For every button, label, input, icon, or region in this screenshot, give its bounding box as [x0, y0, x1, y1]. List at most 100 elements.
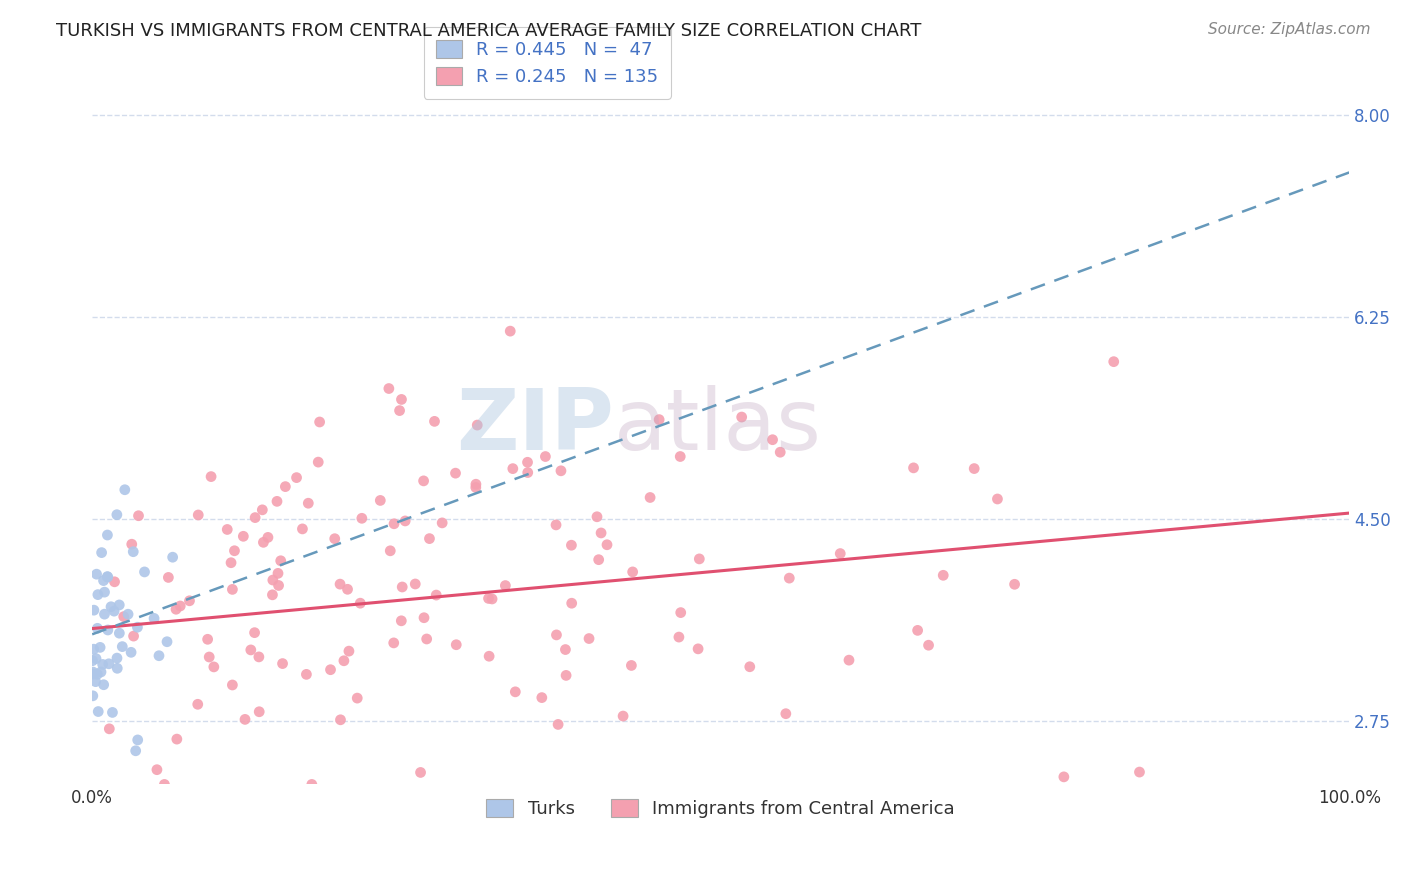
Point [412, 474, 434, 488]
Point [219, 556, 242, 570]
Point [91, 657, 114, 672]
Point [247, 705, 270, 719]
Point [252, 503, 274, 517]
Point [134, 565, 156, 579]
Point [101, 706, 124, 720]
Point [481, 591, 503, 606]
Point [146, 763, 169, 777]
Point [555, 668, 578, 682]
Point [668, 630, 690, 644]
Point [295, 667, 318, 681]
Point [731, 410, 754, 425]
Point [621, 565, 644, 579]
Point [156, 634, 179, 648]
Point [368, 493, 391, 508]
Point [82, 689, 104, 703]
Point [148, 648, 170, 663]
Point [669, 450, 692, 464]
Point [262, 588, 284, 602]
Point [187, 698, 209, 712]
Point [502, 461, 524, 475]
Point [337, 644, 360, 658]
Point [409, 765, 432, 780]
Point [200, 469, 222, 483]
Point [423, 414, 446, 428]
Point [308, 415, 330, 429]
Point [100, 599, 122, 614]
Point [112, 609, 135, 624]
Point [257, 530, 280, 544]
Legend: Turks, Immigrants from Central America: Turks, Immigrants from Central America [479, 792, 962, 825]
Point [157, 570, 180, 584]
Point [83, 667, 105, 681]
Point [271, 657, 294, 671]
Point [239, 643, 262, 657]
Point [336, 582, 359, 597]
Point [516, 466, 538, 480]
Point [105, 508, 128, 522]
Point [267, 566, 290, 581]
Point [612, 709, 634, 723]
Point [516, 455, 538, 469]
Point [108, 598, 131, 612]
Point [117, 607, 139, 622]
Point [830, 547, 852, 561]
Point [121, 537, 143, 551]
Point [105, 651, 128, 665]
Point [546, 628, 568, 642]
Point [224, 543, 246, 558]
Point [93, 585, 115, 599]
Point [243, 510, 266, 524]
Point [391, 392, 413, 407]
Point [391, 580, 413, 594]
Point [83, 642, 105, 657]
Point [267, 578, 290, 592]
Text: atlas: atlas [614, 385, 823, 468]
Point [83, 603, 105, 617]
Point [499, 324, 522, 338]
Point [554, 642, 576, 657]
Point [591, 525, 613, 540]
Point [986, 491, 1008, 506]
Point [550, 464, 572, 478]
Point [464, 477, 486, 491]
Point [544, 517, 567, 532]
Point [122, 629, 145, 643]
Point [329, 577, 352, 591]
Point [560, 538, 582, 552]
Point [963, 461, 986, 475]
Point [917, 638, 939, 652]
Point [1053, 770, 1076, 784]
Point [382, 516, 405, 531]
Point [444, 466, 467, 480]
Point [378, 382, 401, 396]
Point [769, 445, 792, 459]
Point [87, 588, 110, 602]
Point [620, 658, 643, 673]
Point [596, 538, 619, 552]
Point [478, 649, 501, 664]
Point [90, 546, 112, 560]
Point [932, 568, 955, 582]
Point [1128, 765, 1150, 780]
Point [89, 640, 111, 655]
Point [127, 733, 149, 747]
Point [907, 624, 929, 638]
Point [221, 678, 243, 692]
Point [166, 732, 188, 747]
Point [291, 522, 314, 536]
Point [122, 545, 145, 559]
Point [738, 659, 761, 673]
Point [82, 665, 104, 679]
Point [103, 604, 125, 618]
Point [165, 602, 187, 616]
Point [669, 606, 692, 620]
Text: TURKISH VS IMMIGRANTS FROM CENTRAL AMERICA AVERAGE FAMILY SIZE CORRELATION CHART: TURKISH VS IMMIGRANTS FROM CENTRAL AMERI… [56, 22, 921, 40]
Point [778, 571, 800, 585]
Point [232, 529, 254, 543]
Point [333, 654, 356, 668]
Point [1004, 577, 1026, 591]
Point [648, 412, 671, 426]
Point [82, 654, 104, 668]
Point [638, 491, 661, 505]
